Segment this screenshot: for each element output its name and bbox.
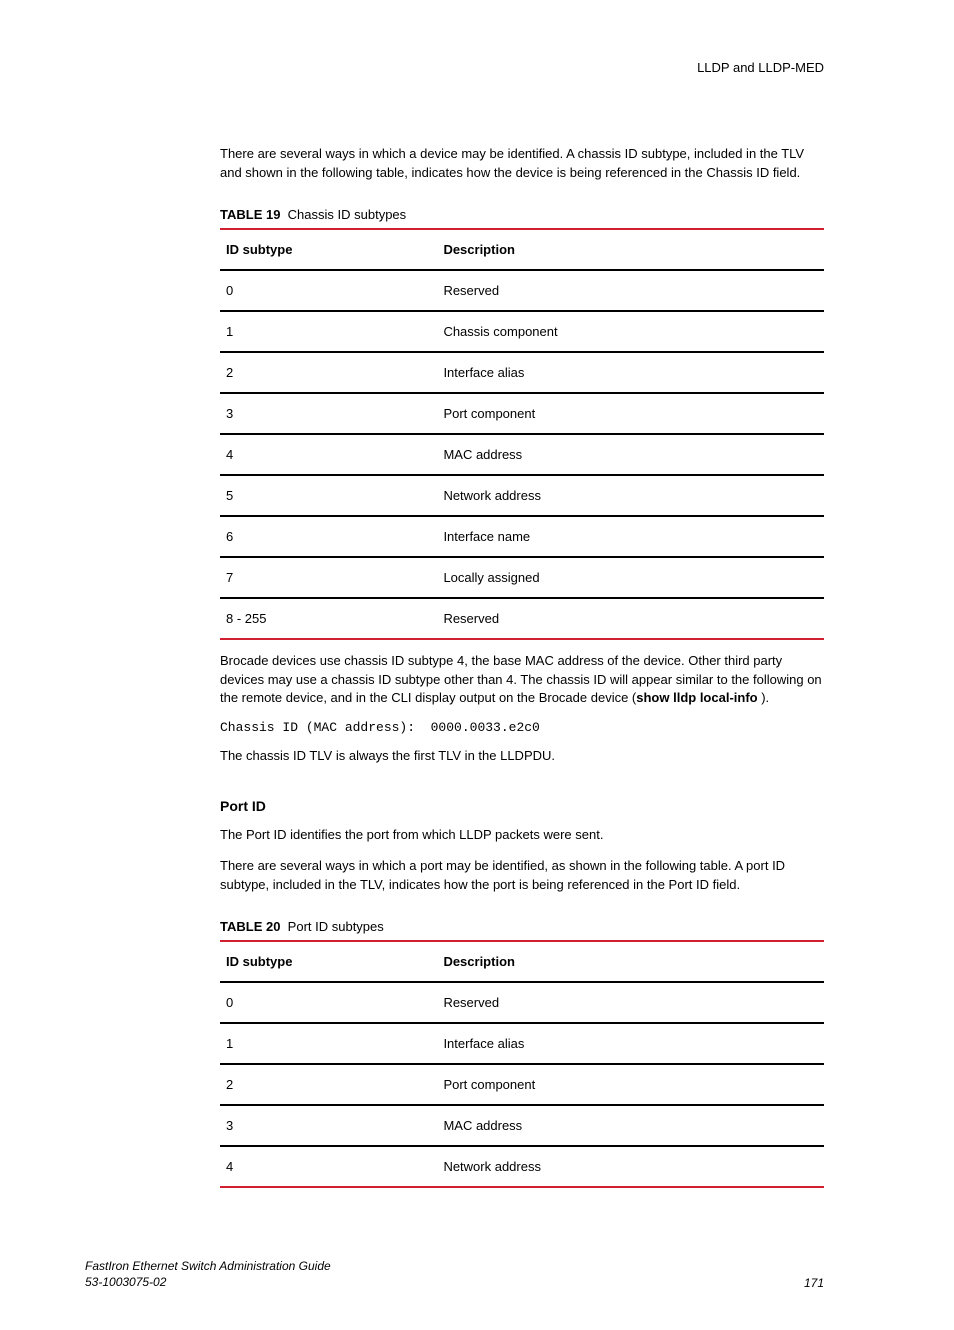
table-header-cell: Description: [437, 941, 824, 982]
table-cell: Reserved: [437, 270, 824, 311]
table-cell: Network address: [437, 475, 824, 516]
command-text: show lldp local-info: [636, 690, 757, 705]
table-row: 6Interface name: [220, 516, 824, 557]
para-text: ).: [758, 690, 770, 705]
table-row: 5Network address: [220, 475, 824, 516]
table-cell: 3: [220, 393, 437, 434]
table-cell: 8 - 255: [220, 598, 437, 639]
table-row: 1Chassis component: [220, 311, 824, 352]
table-row: 3MAC address: [220, 1105, 824, 1146]
table-20-label: TABLE 20: [220, 919, 280, 934]
footer-page-number: 171: [804, 1276, 824, 1290]
table-cell: 2: [220, 352, 437, 393]
table-cell: 7: [220, 557, 437, 598]
table-cell: 1: [220, 311, 437, 352]
table-cell: Interface name: [437, 516, 824, 557]
tlv-paragraph: The chassis ID TLV is always the first T…: [220, 747, 824, 766]
page-footer: FastIron Ethernet Switch Administration …: [85, 1258, 869, 1290]
table-20-caption: TABLE 20 Port ID subtypes: [220, 919, 824, 934]
after-table-19-paragraph: Brocade devices use chassis ID subtype 4…: [220, 652, 824, 709]
table-cell: Port component: [437, 393, 824, 434]
table-row: 4MAC address: [220, 434, 824, 475]
table-cell: 3: [220, 1105, 437, 1146]
table-19-caption: TABLE 19 Chassis ID subtypes: [220, 207, 824, 222]
table-row: 0Reserved: [220, 982, 824, 1023]
table-20-title: Port ID subtypes: [288, 919, 384, 934]
page-header-title: LLDP and LLDP-MED: [85, 60, 869, 75]
table-cell: 5: [220, 475, 437, 516]
table-row: 3Port component: [220, 393, 824, 434]
table-row: 7Locally assigned: [220, 557, 824, 598]
footer-guide-title: FastIron Ethernet Switch Administration …: [85, 1258, 331, 1274]
table-header-cell: ID subtype: [220, 229, 437, 270]
table-cell: 4: [220, 434, 437, 475]
table-cell: 0: [220, 982, 437, 1023]
table-cell: Reserved: [437, 982, 824, 1023]
code-output: Chassis ID (MAC address): 0000.0033.e2c0: [220, 720, 824, 735]
port-id-para-1: The Port ID identifies the port from whi…: [220, 826, 824, 845]
table-cell: 2: [220, 1064, 437, 1105]
table-cell: 4: [220, 1146, 437, 1187]
table-header-cell: ID subtype: [220, 941, 437, 982]
table-header-cell: Description: [437, 229, 824, 270]
table-cell: 6: [220, 516, 437, 557]
table-cell: 0: [220, 270, 437, 311]
table-row: 4Network address: [220, 1146, 824, 1187]
table-row: 8 - 255Reserved: [220, 598, 824, 639]
footer-left: FastIron Ethernet Switch Administration …: [85, 1258, 331, 1290]
table-cell: Chassis component: [437, 311, 824, 352]
table-header-row: ID subtype Description: [220, 941, 824, 982]
port-id-para-2: There are several ways in which a port m…: [220, 857, 824, 895]
table-cell: Reserved: [437, 598, 824, 639]
table-cell: MAC address: [437, 434, 824, 475]
table-20: ID subtype Description 0Reserved 1Interf…: [220, 940, 824, 1188]
table-cell: 1: [220, 1023, 437, 1064]
table-cell: Interface alias: [437, 1023, 824, 1064]
table-row: 2Interface alias: [220, 352, 824, 393]
footer-doc-number: 53-1003075-02: [85, 1274, 331, 1290]
table-cell: Network address: [437, 1146, 824, 1187]
table-header-row: ID subtype Description: [220, 229, 824, 270]
table-row: 2Port component: [220, 1064, 824, 1105]
intro-paragraph: There are several ways in which a device…: [220, 145, 824, 183]
port-id-heading: Port ID: [220, 798, 824, 814]
table-19: ID subtype Description 0Reserved 1Chassi…: [220, 228, 824, 640]
table-row: 1Interface alias: [220, 1023, 824, 1064]
table-19-label: TABLE 19: [220, 207, 280, 222]
table-cell: Interface alias: [437, 352, 824, 393]
table-cell: Port component: [437, 1064, 824, 1105]
page: LLDP and LLDP-MED There are several ways…: [0, 0, 954, 1330]
table-cell: Locally assigned: [437, 557, 824, 598]
main-content: There are several ways in which a device…: [220, 145, 824, 1188]
table-19-title: Chassis ID subtypes: [288, 207, 407, 222]
table-cell: MAC address: [437, 1105, 824, 1146]
table-row: 0Reserved: [220, 270, 824, 311]
